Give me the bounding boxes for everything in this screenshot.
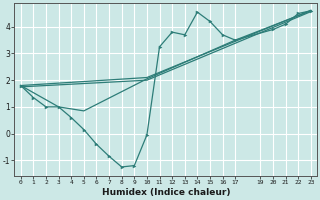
X-axis label: Humidex (Indice chaleur): Humidex (Indice chaleur): [101, 188, 230, 197]
